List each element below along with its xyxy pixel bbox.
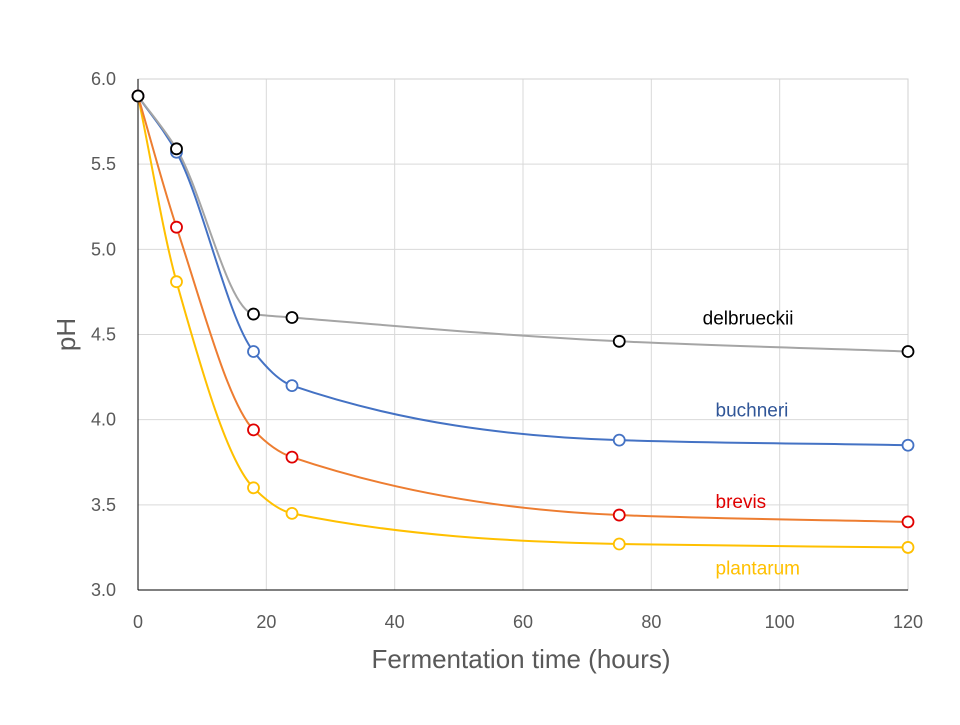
- data-point-brevis: [612, 508, 626, 522]
- y-tick-label: 5.0: [91, 239, 116, 259]
- x-tick-label: 20: [256, 612, 276, 632]
- x-tick-label: 0: [133, 612, 143, 632]
- series-label-delbrueckii: delbrueckii: [703, 308, 794, 329]
- data-point-brevis: [285, 450, 299, 464]
- y-tick-label: 3.5: [91, 495, 116, 515]
- data-point-brevis: [170, 220, 183, 234]
- x-tick-label: 60: [513, 612, 533, 632]
- x-tick-label: 80: [641, 612, 661, 632]
- series-label-buchneri: buchneri: [716, 400, 789, 421]
- axis-layer: 0 20 40 60 80 100 120 3.0 3.5 4.0 4.5 5.0 5.5 6.0: [91, 69, 923, 632]
- data-point-delbrueckii: [285, 311, 299, 324]
- series-labels: delbrueckii buchneri brevis plantarum: [703, 308, 800, 579]
- data-point-brevis: [901, 515, 915, 529]
- data-point-delbrueckii: [247, 307, 260, 321]
- data-point-plantarum: [901, 541, 915, 554]
- series-label-plantarum: plantarum: [716, 559, 801, 580]
- data-point-buchneri: [285, 379, 299, 393]
- y-tick-label: 5.5: [91, 154, 116, 174]
- data-point-buchneri: [612, 433, 626, 447]
- series-label-brevis: brevis: [716, 492, 767, 513]
- data-point-plantarum: [285, 506, 299, 520]
- data-point-delbrueckii: [131, 89, 145, 103]
- y-axis-title: pH: [51, 318, 81, 351]
- y-tick-label: 4.0: [91, 410, 116, 430]
- grid-layer: [138, 78, 909, 590]
- data-point-buchneri: [901, 438, 915, 452]
- data-point-delbrueckii: [901, 345, 915, 358]
- x-axis-title: Fermentation time (hours): [371, 644, 670, 674]
- data-point-plantarum: [612, 537, 626, 551]
- y-tick-label: 4.5: [91, 325, 116, 345]
- x-tick-label: 120: [893, 612, 923, 632]
- y-tick-label: 6.0: [91, 69, 116, 89]
- data-point-brevis: [247, 423, 260, 437]
- data-point-delbrueckii: [170, 142, 183, 156]
- x-tick-label: 100: [765, 612, 795, 632]
- y-tick-label: 3.0: [91, 580, 116, 600]
- data-point-plantarum: [170, 275, 183, 289]
- data-point-buchneri: [247, 345, 260, 358]
- data-point-plantarum: [247, 481, 260, 495]
- x-tick-label: 40: [385, 612, 405, 632]
- series-markers: [131, 89, 915, 554]
- data-point-delbrueckii: [612, 334, 626, 348]
